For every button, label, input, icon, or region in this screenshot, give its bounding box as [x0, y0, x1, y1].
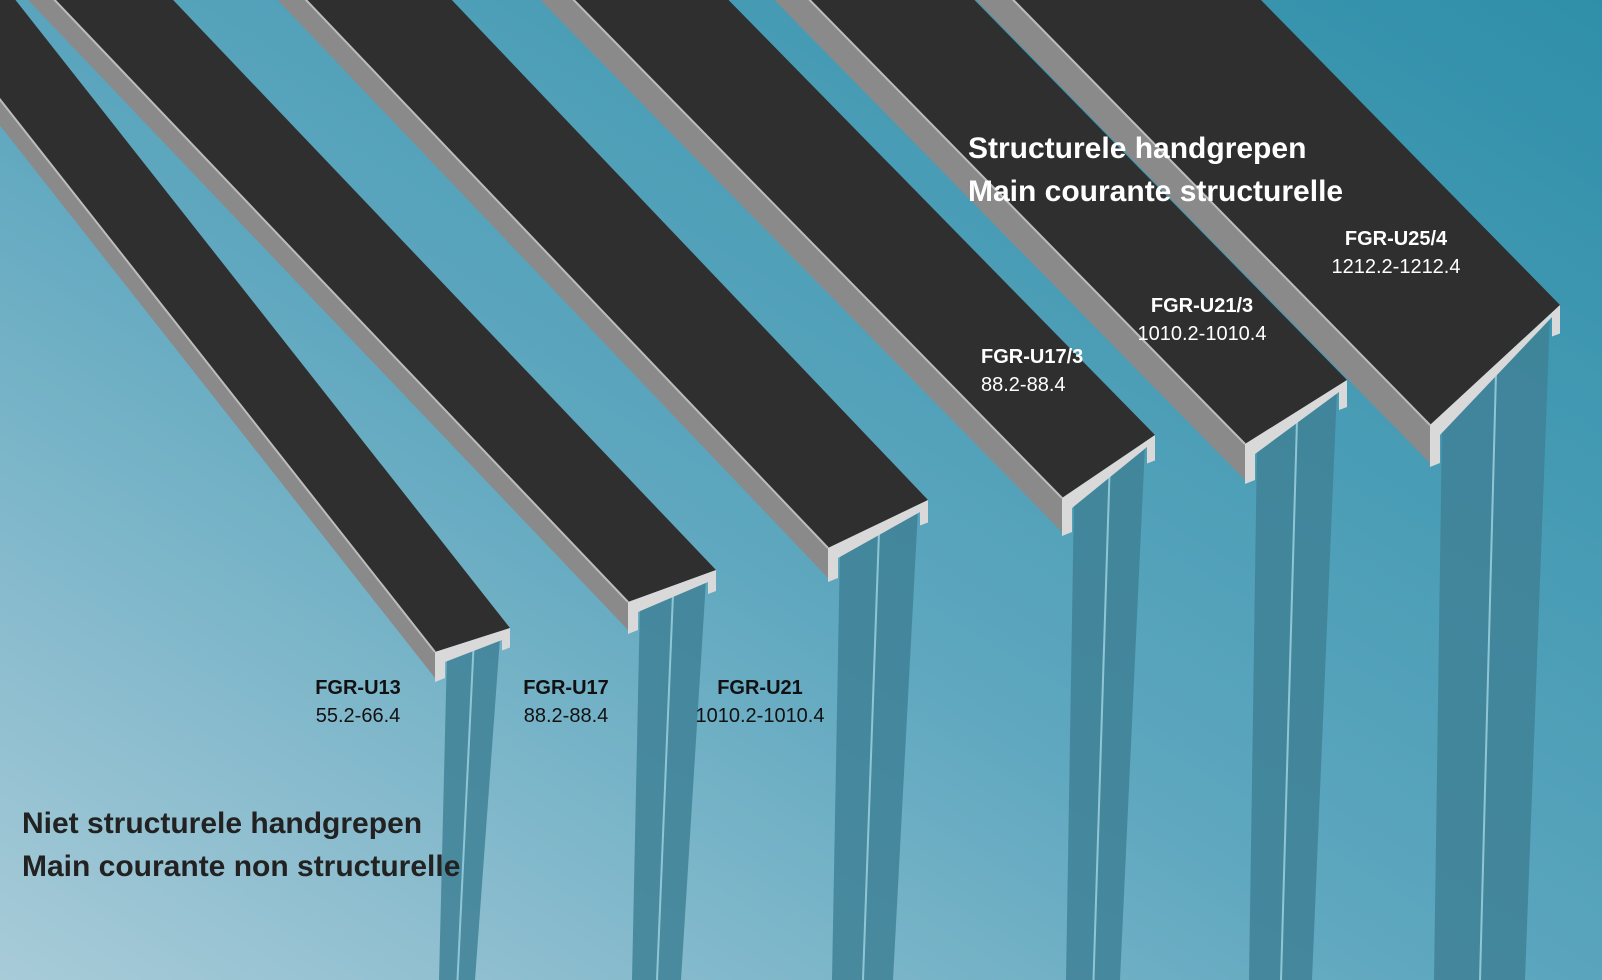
- heading: Main courante structurelle: [968, 175, 1343, 208]
- rail-edge: [572, 0, 1063, 499]
- rail-edge: [0, 97, 436, 653]
- heading: Structurele handgrepen: [968, 132, 1306, 165]
- glass-edge: [1479, 372, 1497, 980]
- rail-cap: [1245, 380, 1347, 484]
- glass-panel: [1066, 445, 1145, 980]
- rail-cap: [1430, 305, 1560, 467]
- product-range: 88.2-88.4: [524, 705, 609, 727]
- rail-side: [976, 0, 1430, 463]
- rails: [0, 0, 1560, 980]
- rail-cap: [435, 628, 510, 682]
- rail-side: [540, 0, 1062, 532]
- rail-side: [277, 0, 828, 578]
- glass-edge: [1092, 474, 1111, 980]
- rail-edge: [304, 0, 829, 549]
- product-code: FGR-U25/4: [1345, 228, 1448, 250]
- glass-panel: [832, 510, 918, 980]
- rail-edge: [808, 0, 1246, 445]
- rail-top: [0, 0, 510, 652]
- product-range: 1212.2-1212.4: [1331, 256, 1460, 278]
- product-code: FGR-U17/3: [981, 346, 1083, 368]
- glass-edge: [456, 647, 475, 980]
- rail-side: [0, 99, 435, 678]
- glass-panel: [1434, 315, 1550, 980]
- product-range: 55.2-66.4: [316, 705, 401, 727]
- product-range: 1010.2-1010.4: [1137, 323, 1266, 345]
- glass-edge: [862, 531, 880, 980]
- labels: Structurele handgrepen Main courante str…: [22, 132, 1461, 883]
- product-code: FGR-U21: [717, 677, 803, 699]
- product-range: 1010.2-1010.4: [695, 705, 824, 727]
- product-code: FGR-U21/3: [1151, 295, 1253, 317]
- glass-edge: [656, 593, 674, 980]
- glass-panel: [439, 638, 500, 980]
- glass-edge: [1280, 419, 1298, 980]
- rail-edge: [53, 0, 629, 603]
- glass-panel: [632, 580, 706, 980]
- rail-side: [28, 0, 628, 630]
- rail-cap: [828, 500, 928, 582]
- rail-edge: [1011, 0, 1431, 426]
- glass-panel: [1249, 390, 1337, 980]
- product-range: 88.2-88.4: [981, 374, 1066, 396]
- rail-top: [573, 0, 1155, 498]
- rail-top: [54, 0, 716, 602]
- product-code: FGR-U13: [315, 677, 401, 699]
- rail-top: [809, 0, 1347, 444]
- rail-side: [774, 0, 1245, 480]
- rail-top: [1013, 0, 1560, 425]
- rail-cap: [628, 570, 716, 634]
- product-code: FGR-U17: [523, 677, 609, 699]
- heading: Main courante non structurelle: [22, 850, 460, 883]
- rail-cap: [1062, 435, 1155, 536]
- rail-top: [306, 0, 928, 548]
- heading: Niet structurele handgrepen: [22, 807, 422, 840]
